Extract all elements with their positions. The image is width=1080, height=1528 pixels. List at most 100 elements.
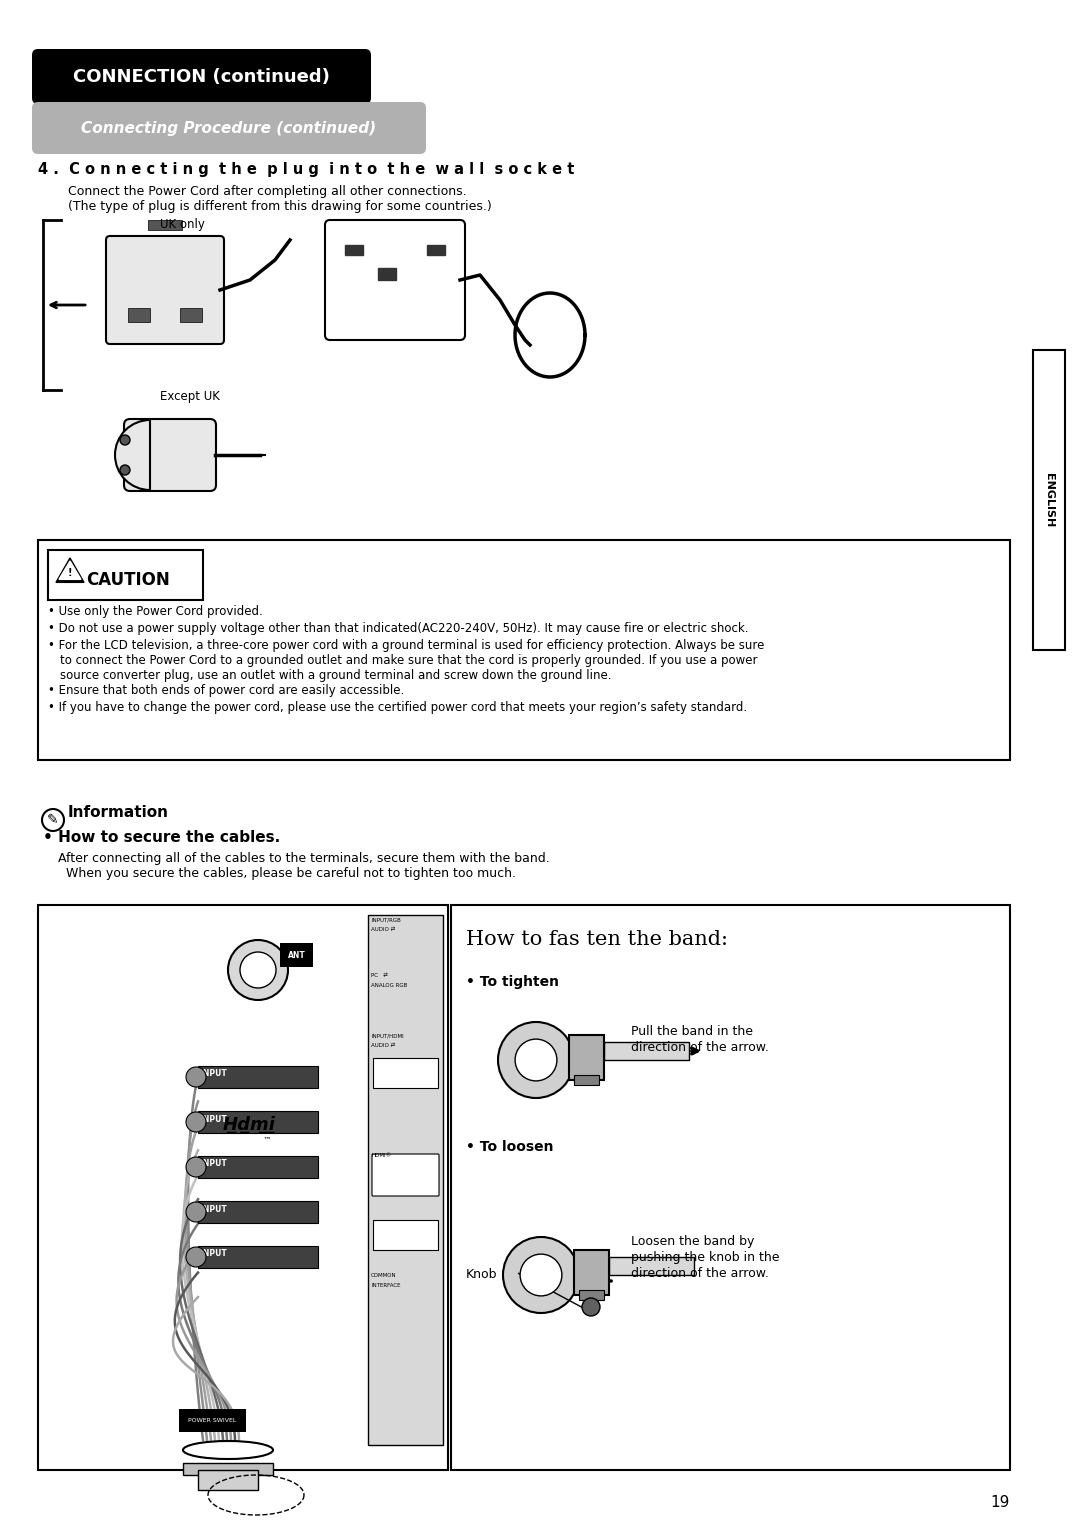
Text: direction of the arrow.: direction of the arrow. [631,1041,769,1054]
Text: INPUT/HDMI: INPUT/HDMI [372,1033,404,1038]
Text: AUDIO ⇄: AUDIO ⇄ [372,1044,395,1048]
Wedge shape [114,420,150,490]
Bar [48,550,203,601]
Text: INPUT: INPUT [200,1160,227,1169]
Bar [198,1111,318,1132]
Text: ™: ™ [264,1135,271,1144]
FancyBboxPatch shape [106,235,224,344]
Bar [198,1470,258,1490]
Circle shape [186,1247,206,1267]
Bar [373,1158,438,1187]
Text: 4 .  C o n n e c t i n g  t h e  p l u g  i n t o  t h e  w a l l  s o c k e t: 4 . C o n n e c t i n g t h e p l u g i … [38,162,575,177]
Text: • Do not use a power supply voltage other than that indicated(AC220-240V, 50Hz).: • Do not use a power supply voltage othe… [48,622,748,636]
Text: • To loosen: • To loosen [465,1140,554,1154]
Text: INPUT: INPUT [200,1204,227,1213]
Bar [1032,350,1065,649]
Text: ANALOG RGB: ANALOG RGB [372,983,407,989]
Text: UK only: UK only [160,219,205,231]
FancyBboxPatch shape [32,49,372,104]
Bar [451,905,1010,1470]
Text: How to fas ten the band:: How to fas ten the band: [465,931,728,949]
Bar [148,220,183,231]
Text: INPUT: INPUT [200,1114,227,1123]
Text: • Use only the Power Cord provided.: • Use only the Power Cord provided. [48,605,262,617]
Text: HDMI®: HDMI® [372,1154,391,1158]
Text: Except UK: Except UK [160,390,220,403]
Text: pushing the knob in the: pushing the knob in the [631,1251,780,1264]
Text: !: ! [68,568,72,579]
Text: INPUT: INPUT [200,1250,227,1259]
Bar [378,267,396,280]
Bar [38,905,448,1470]
Bar [373,1057,438,1088]
Bar [573,1250,609,1296]
Bar [183,1462,273,1475]
Text: After connecting all of the cables to the terminals, secure them with the band.: After connecting all of the cables to th… [58,853,550,865]
Text: INPUT: INPUT [200,1070,227,1079]
Text: direction of the arrow.: direction of the arrow. [631,1267,769,1280]
Bar [198,1067,318,1088]
Polygon shape [59,561,81,579]
Text: Loosen the band by: Loosen the band by [631,1235,754,1248]
Circle shape [515,1039,557,1080]
Circle shape [186,1112,206,1132]
Text: Connect the Power Cord after completing all other connections.: Connect the Power Cord after completing … [68,185,467,199]
Text: • How to secure the cables.: • How to secure the cables. [43,830,280,845]
Bar [573,1076,599,1085]
FancyBboxPatch shape [124,419,216,490]
Bar [373,1219,438,1250]
Circle shape [186,1067,206,1086]
Text: (The type of plug is different from this drawing for some countries.): (The type of plug is different from this… [68,200,491,212]
Text: H̲d̲m̲i̲: H̲d̲m̲i̲ [222,1115,275,1134]
Text: Information: Information [68,805,168,821]
Text: ✎: ✎ [48,813,58,827]
Circle shape [186,1157,206,1177]
Bar [427,244,445,255]
FancyBboxPatch shape [32,102,426,154]
FancyBboxPatch shape [372,1154,438,1196]
Bar [180,309,202,322]
Text: AUDIO ⇄: AUDIO ⇄ [372,927,395,932]
Text: • Ensure that both ends of power cord are easily accessible.: • Ensure that both ends of power cord ar… [48,685,404,697]
Bar [129,309,150,322]
Bar [198,1245,318,1268]
Circle shape [521,1254,562,1296]
Bar [609,1258,694,1274]
Text: ENGLISH: ENGLISH [1044,472,1054,527]
Text: • For the LCD television, a three-core power cord with a ground terminal is used: • For the LCD television, a three-core p… [48,639,765,652]
Circle shape [503,1238,579,1313]
Text: CAUTION: CAUTION [86,571,170,588]
Text: INPUT/RGB: INPUT/RGB [372,917,401,921]
Bar [198,1201,318,1222]
Bar [368,915,443,1445]
Circle shape [498,1022,573,1099]
Circle shape [186,1203,206,1222]
Bar [38,539,1010,759]
Text: Pull the band in the: Pull the band in the [631,1025,753,1038]
Ellipse shape [42,808,64,831]
Bar [569,1034,604,1080]
Bar [604,1042,689,1060]
Text: 19: 19 [990,1494,1010,1510]
Text: • If you have to change the power cord, please use the certified power cord that: • If you have to change the power cord, … [48,701,747,714]
Polygon shape [56,558,84,582]
Text: Connecting Procedure (continued): Connecting Procedure (continued) [81,121,377,136]
Text: • To tighten: • To tighten [465,975,559,989]
Ellipse shape [120,465,130,475]
Text: When you secure the cables, please be careful not to tighten too much.: When you secure the cables, please be ca… [58,866,516,880]
Text: INTERFACE: INTERFACE [372,1284,401,1288]
Text: source converter plug, use an outlet with a ground terminal and screw down the g: source converter plug, use an outlet wit… [60,669,611,681]
Text: POWER SWIVEL: POWER SWIVEL [188,1418,237,1423]
Text: ANT: ANT [288,950,306,960]
Bar [198,1157,318,1178]
Text: CONNECTION (continued): CONNECTION (continued) [73,67,329,86]
Circle shape [582,1297,600,1316]
Text: Knob: Knob [465,1268,498,1280]
Text: COMMON: COMMON [372,1273,396,1277]
Text: to connect the Power Cord to a grounded outlet and make sure that the cord is pr: to connect the Power Cord to a grounded … [60,654,757,668]
Text: PC   ⇄: PC ⇄ [372,973,388,978]
Circle shape [228,940,288,999]
Bar [345,244,363,255]
Circle shape [240,952,276,989]
Bar [579,1290,604,1300]
